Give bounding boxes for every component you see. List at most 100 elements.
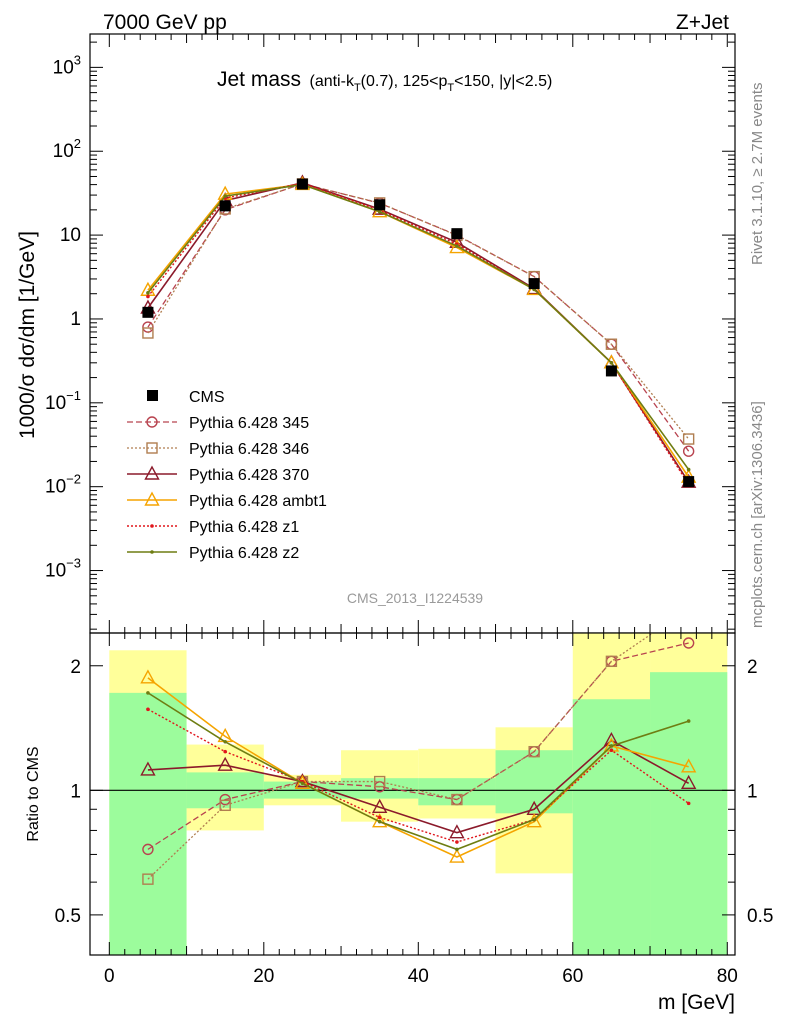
ratio-y-tick-label: 0.5 bbox=[55, 906, 81, 927]
marker-circle bbox=[219, 793, 231, 806]
marker-circle bbox=[682, 445, 695, 457]
marker-square bbox=[142, 873, 154, 885]
marker-dot bbox=[609, 744, 614, 748]
y-tick-label: 10−2 bbox=[45, 472, 81, 498]
marker-dot bbox=[150, 524, 154, 528]
cms-point bbox=[528, 278, 540, 290]
x-axis-label: m [GeV] bbox=[658, 991, 735, 1014]
marker-square bbox=[451, 793, 463, 806]
legend-label: Pythia 6.428 z2 bbox=[189, 545, 299, 562]
main-panel: 10−3 10−2 10−1 1 10 102 103 1000/σ dσ/dm [1/GeV… bbox=[16, 33, 736, 634]
analysis-label: CMS_2013_I1224539 bbox=[347, 590, 483, 606]
marker-dot bbox=[300, 781, 305, 786]
marker-dot bbox=[377, 819, 382, 824]
marker-triangle bbox=[449, 848, 465, 863]
title-sub-pre: (anti-k bbox=[309, 73, 354, 90]
marker-dot bbox=[455, 244, 459, 248]
ratio-series bbox=[140, 604, 697, 885]
band-inner bbox=[650, 672, 728, 955]
x-tick-label: 60 bbox=[562, 966, 583, 987]
marker-square bbox=[605, 655, 618, 668]
band-inner bbox=[572, 699, 651, 955]
ratio-y-tick-label-right: 1 bbox=[747, 781, 758, 802]
marker-square bbox=[684, 604, 694, 614]
ratio-y-tick-label: 2 bbox=[70, 657, 81, 678]
marker-triangle bbox=[144, 491, 160, 506]
marker-circle bbox=[682, 637, 695, 649]
marker-dot bbox=[455, 847, 459, 852]
marker-dot bbox=[609, 361, 614, 365]
marker-dot bbox=[223, 749, 227, 754]
marker-triangle bbox=[140, 669, 156, 684]
marker-triangle bbox=[680, 774, 697, 789]
y-axis-label: 1000/σ dσ/dm [1/GeV] bbox=[16, 231, 39, 439]
marker-square bbox=[219, 799, 231, 812]
ratio-y-axis-label: Ratio to CMS bbox=[25, 746, 42, 841]
cms-point bbox=[451, 228, 463, 240]
y-tick-label: 10−3 bbox=[45, 556, 81, 582]
band-inner bbox=[495, 750, 573, 814]
ratio-line-z1 bbox=[147, 708, 690, 843]
marker-circle bbox=[146, 416, 158, 428]
marker-dot bbox=[455, 840, 459, 844]
ratio-y-tick-label-right: 2 bbox=[747, 657, 758, 678]
marker-dot bbox=[150, 550, 154, 554]
y-tick-label: 103 bbox=[53, 52, 81, 78]
marker-dot bbox=[377, 209, 382, 214]
marker-dot bbox=[223, 194, 227, 198]
ratio-bands bbox=[109, 633, 728, 955]
marker-triangle bbox=[140, 761, 156, 776]
marker-triangle bbox=[449, 824, 465, 839]
x-tick-label: 20 bbox=[253, 966, 274, 987]
marker-triangle bbox=[371, 798, 388, 813]
marker-square bbox=[605, 338, 618, 350]
marker-dot bbox=[686, 467, 691, 472]
y-tick-label: 10−1 bbox=[45, 388, 81, 414]
marker-triangle bbox=[144, 465, 160, 480]
marker-dot bbox=[377, 815, 382, 820]
marker-dot bbox=[609, 748, 614, 753]
marker-dot bbox=[223, 740, 227, 744]
title-main: Jet mass bbox=[217, 68, 301, 91]
ratio-line-p345 bbox=[147, 642, 689, 850]
main-frame bbox=[89, 33, 736, 634]
marker-circle bbox=[142, 843, 154, 856]
title-sub-mid: (0.7), 125<p bbox=[361, 73, 448, 90]
band-inner bbox=[418, 778, 496, 806]
marker-square bbox=[682, 433, 695, 445]
marker-dot bbox=[532, 817, 536, 822]
marker-dot bbox=[686, 801, 691, 806]
cms-point bbox=[219, 200, 231, 212]
cms-point bbox=[605, 365, 617, 377]
series-line-z2 bbox=[147, 183, 690, 471]
y-tick-label: 102 bbox=[53, 136, 81, 162]
ratio-line-p370 bbox=[147, 739, 690, 834]
rivet-label: Rivet 3.1.10, ≥ 2.7M events bbox=[749, 83, 766, 266]
marker-square bbox=[146, 442, 158, 454]
legend-label: Pythia 6.428 z1 bbox=[189, 519, 299, 536]
band-inner bbox=[341, 778, 419, 799]
marker-square bbox=[142, 327, 154, 339]
ratio-line-p346 bbox=[147, 633, 655, 880]
legend-label: Pythia 6.428 370 bbox=[189, 467, 309, 484]
x-tick-label: 0 bbox=[104, 966, 115, 987]
cms-point bbox=[142, 306, 154, 318]
series-line-p345 bbox=[147, 183, 690, 452]
ratio-y-tick-label-right: 0.5 bbox=[747, 906, 773, 927]
y-tick-label: 1 bbox=[70, 309, 81, 330]
cms-point bbox=[296, 178, 308, 190]
marker-dot bbox=[146, 707, 150, 712]
legend-label: Pythia 6.428 345 bbox=[189, 415, 309, 432]
cms-point bbox=[374, 199, 386, 211]
marker-dot bbox=[146, 691, 150, 695]
band-inner bbox=[109, 692, 187, 955]
legend-label: Pythia 6.428 ambt1 bbox=[189, 493, 327, 510]
marker-square bbox=[373, 775, 386, 788]
marker-triangle bbox=[217, 756, 233, 771]
title-sub-post: <150, |y|<2.5) bbox=[454, 73, 552, 90]
x-tick-label: 80 bbox=[717, 966, 738, 987]
title-sub-t1: T bbox=[354, 82, 361, 94]
legend-swatch-cms bbox=[147, 390, 158, 401]
ratio-frame bbox=[89, 632, 736, 956]
